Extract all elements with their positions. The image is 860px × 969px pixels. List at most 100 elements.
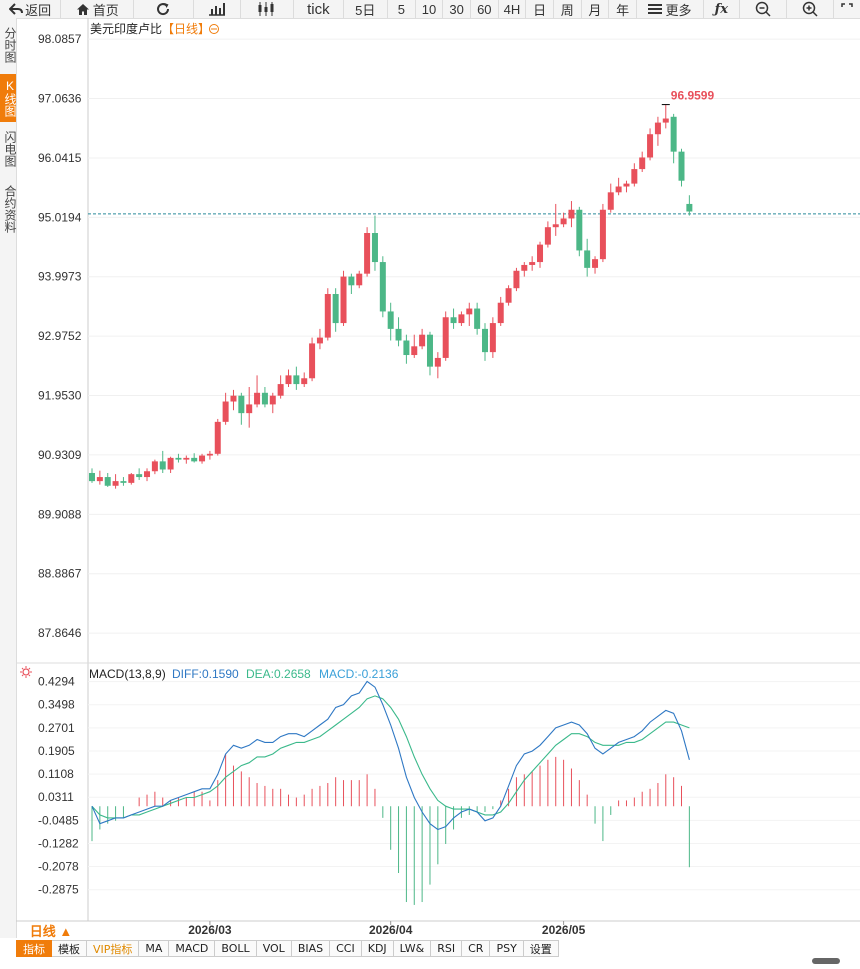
candle xyxy=(505,285,512,306)
candle-body xyxy=(183,457,190,460)
tab-ma[interactable]: MA xyxy=(139,940,170,957)
diff-line xyxy=(91,680,690,831)
bottom-bar: 日线 ▲ 指标 模板 VIP指标 MA MACD BOLL VOL BIAS C… xyxy=(16,924,860,969)
candle xyxy=(301,372,308,387)
candle-body xyxy=(568,209,575,219)
home-button[interactable]: 首页 xyxy=(61,0,135,18)
candle-body xyxy=(599,209,606,260)
price-tick-label: 92.9752 xyxy=(38,329,82,343)
candle xyxy=(521,262,528,277)
tab-cr[interactable]: CR xyxy=(462,940,491,957)
candle xyxy=(662,104,669,129)
candle xyxy=(309,337,316,382)
tab-template[interactable]: 模板 xyxy=(52,940,87,957)
candle xyxy=(584,238,591,277)
chart-title: 美元印度卢比 xyxy=(90,21,162,36)
candle-body xyxy=(316,337,323,344)
scroll-handle[interactable] xyxy=(812,958,840,964)
period-day[interactable]: 日 xyxy=(526,0,554,18)
tab-kline[interactable]: K线图 xyxy=(0,74,17,122)
x-tick-label: 2026/04 xyxy=(369,923,413,937)
period-60min[interactable]: 60 xyxy=(471,0,499,18)
back-button[interactable]: 返回 xyxy=(0,0,62,18)
chart-type-bars-button[interactable] xyxy=(194,0,241,18)
candle xyxy=(120,477,127,486)
tab-kdj[interactable]: KDJ xyxy=(361,940,394,957)
zoom-out-button[interactable] xyxy=(740,0,787,18)
candle xyxy=(419,328,426,350)
chart-type-candles-button[interactable] xyxy=(241,0,295,18)
period-4h[interactable]: 4H xyxy=(499,0,527,18)
period-tick[interactable]: tick xyxy=(294,0,344,18)
candle xyxy=(96,470,103,485)
tab-vip-indicator[interactable]: VIP指标 xyxy=(87,940,140,957)
candle xyxy=(560,212,567,228)
tab-boll[interactable]: BOLL xyxy=(215,940,257,957)
refresh-button[interactable] xyxy=(134,0,194,18)
fullscreen-button[interactable] xyxy=(834,0,860,18)
candle-body xyxy=(379,262,386,312)
macd-diff-value: DIFF:0.1590 xyxy=(172,667,239,681)
period-5min[interactable]: 5 xyxy=(388,0,416,18)
period-year[interactable]: 年 xyxy=(609,0,637,18)
tab-settings[interactable]: 设置 xyxy=(523,940,559,957)
period-5day[interactable]: 5日 xyxy=(344,0,389,18)
candle xyxy=(458,311,465,326)
tab-macd[interactable]: MACD xyxy=(169,940,216,957)
candle-body xyxy=(631,169,638,184)
price-tick-label: 97.0636 xyxy=(38,92,82,106)
candle xyxy=(592,256,599,274)
side-tabs: 分时图 K线图 闪电图 合约资料 xyxy=(0,18,17,938)
macd-tick-label: -0.2078 xyxy=(38,860,79,874)
tab-rsi[interactable]: RSI xyxy=(431,940,463,957)
macd-tick-label: 0.2701 xyxy=(38,721,75,735)
tab-vol[interactable]: VOL xyxy=(256,940,292,957)
candle-body xyxy=(96,477,103,482)
candle-body xyxy=(466,308,473,315)
tab-flash[interactable]: 闪电图 xyxy=(3,131,17,167)
candle-body xyxy=(340,276,347,324)
candle xyxy=(128,472,135,485)
candle xyxy=(552,203,559,236)
collapse-icon[interactable] xyxy=(209,24,219,34)
candle-body xyxy=(144,471,151,478)
period-10min[interactable]: 10 xyxy=(416,0,444,18)
candle xyxy=(466,302,473,326)
period-30min[interactable]: 30 xyxy=(443,0,471,18)
candle-body xyxy=(175,457,182,460)
candle-body xyxy=(434,357,441,367)
candle-body xyxy=(450,317,457,324)
tab-bias[interactable]: BIAS xyxy=(291,940,331,957)
tab-lwr[interactable]: LW& xyxy=(393,940,432,957)
chart-canvas[interactable]: 98.0857 97.0636 96.0415 95.0194 93.9973 92.97… xyxy=(0,18,860,939)
candle-body xyxy=(167,457,174,470)
tab-cci[interactable]: CCI xyxy=(330,940,362,957)
back-arrow-icon xyxy=(9,3,24,15)
tab-contract-info[interactable]: 合约资料 xyxy=(3,185,17,233)
candle xyxy=(474,302,481,335)
candle xyxy=(183,455,190,464)
candle xyxy=(497,296,504,326)
zoom-in-button[interactable] xyxy=(787,0,835,18)
candle-body xyxy=(662,118,669,123)
formula-button[interactable]: ƒx xyxy=(704,0,740,18)
candle xyxy=(670,113,677,164)
menu-icon xyxy=(648,4,663,14)
candle xyxy=(199,453,206,464)
period-select[interactable]: 日线 ▲ xyxy=(29,923,73,939)
candle xyxy=(678,148,685,187)
tab-psy[interactable]: PSY xyxy=(490,940,524,957)
tab-indicator[interactable]: 指标 xyxy=(16,940,52,957)
macd-macd-value: MACD:-0.2136 xyxy=(319,667,399,681)
period-month[interactable]: 月 xyxy=(582,0,610,18)
candle xyxy=(631,163,638,187)
candle xyxy=(403,334,410,364)
period-week[interactable]: 周 xyxy=(554,0,582,18)
macd-settings-icon[interactable] xyxy=(20,666,32,678)
candle xyxy=(607,183,614,213)
tab-time-sharing[interactable]: 分时图 xyxy=(3,27,17,63)
more-button[interactable]: 更多 xyxy=(637,0,705,18)
candle xyxy=(230,389,237,411)
price-tick-label: 93.9973 xyxy=(38,270,82,284)
candle xyxy=(544,221,551,248)
